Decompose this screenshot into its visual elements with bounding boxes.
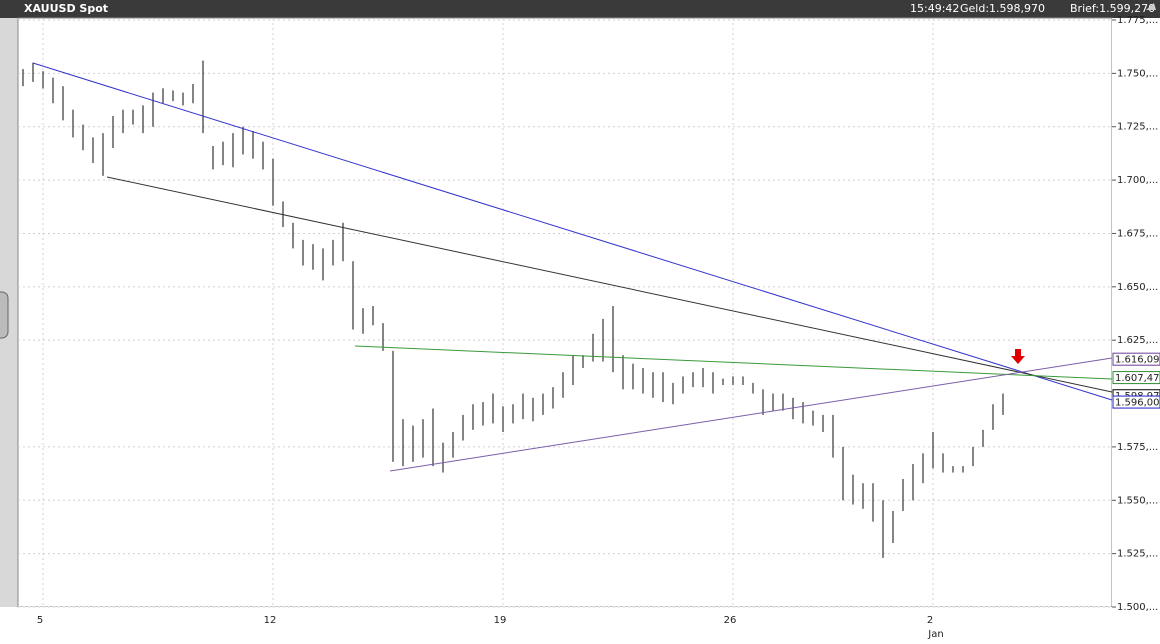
y-tick-label: 1.700,... xyxy=(1117,175,1158,186)
x-tick-label: 19 xyxy=(494,615,507,626)
price-tag xyxy=(1112,395,1160,409)
y-axis-area xyxy=(1112,18,1160,644)
bars xyxy=(22,60,1004,558)
x-tick-label: 2 xyxy=(927,615,933,626)
trend-line[interactable] xyxy=(106,176,1113,393)
corner-icon[interactable] xyxy=(1146,3,1156,10)
y-tick-label: 1.650,... xyxy=(1117,282,1158,293)
left-strip xyxy=(0,18,18,644)
price-tag-label: 1.607,476 xyxy=(1115,373,1160,384)
price-tag xyxy=(1112,371,1160,385)
y-tick-label: 1.750,... xyxy=(1117,68,1158,79)
header-bid: Geld:1.598,970 xyxy=(960,2,1045,15)
y-tick-label: 1.675,... xyxy=(1117,228,1158,239)
y-tick-label: 1.775,... xyxy=(1117,15,1158,26)
grip[interactable] xyxy=(0,291,9,339)
x-axis-area xyxy=(0,607,1112,644)
price-tag-label: 1.596,009 xyxy=(1115,398,1160,409)
y-tick-label: 1.525,... xyxy=(1117,549,1158,560)
alert-arrow xyxy=(1011,349,1025,364)
y-tick-label: 1.625,... xyxy=(1117,335,1158,346)
trend-line[interactable] xyxy=(389,357,1113,472)
trend-line[interactable] xyxy=(354,345,1113,380)
header-time: 15:49:42 xyxy=(910,2,959,15)
plot-area xyxy=(17,17,1113,608)
price-tag xyxy=(1112,352,1160,366)
x-tick-label: 5 xyxy=(37,615,43,626)
y-tick-label: 1.550,... xyxy=(1117,495,1158,506)
header-ask: Brief:1.599,270 xyxy=(1070,2,1155,15)
price-tag-label: 1.616,099 xyxy=(1115,355,1160,366)
x-tick-label: 26 xyxy=(724,615,737,626)
x-tick-label: 12 xyxy=(264,615,277,626)
y-tick-label: 1.575,... xyxy=(1117,442,1158,453)
chart-title: XAUUSD Spot xyxy=(24,2,108,15)
y-tick-label: 1.725,... xyxy=(1117,122,1158,133)
trend-lines xyxy=(32,62,1113,472)
trend-line[interactable] xyxy=(32,62,1113,401)
x-month-label: Jan xyxy=(927,629,943,640)
grid xyxy=(18,18,1112,608)
y-tick-label: 1.500,... xyxy=(1117,602,1158,613)
